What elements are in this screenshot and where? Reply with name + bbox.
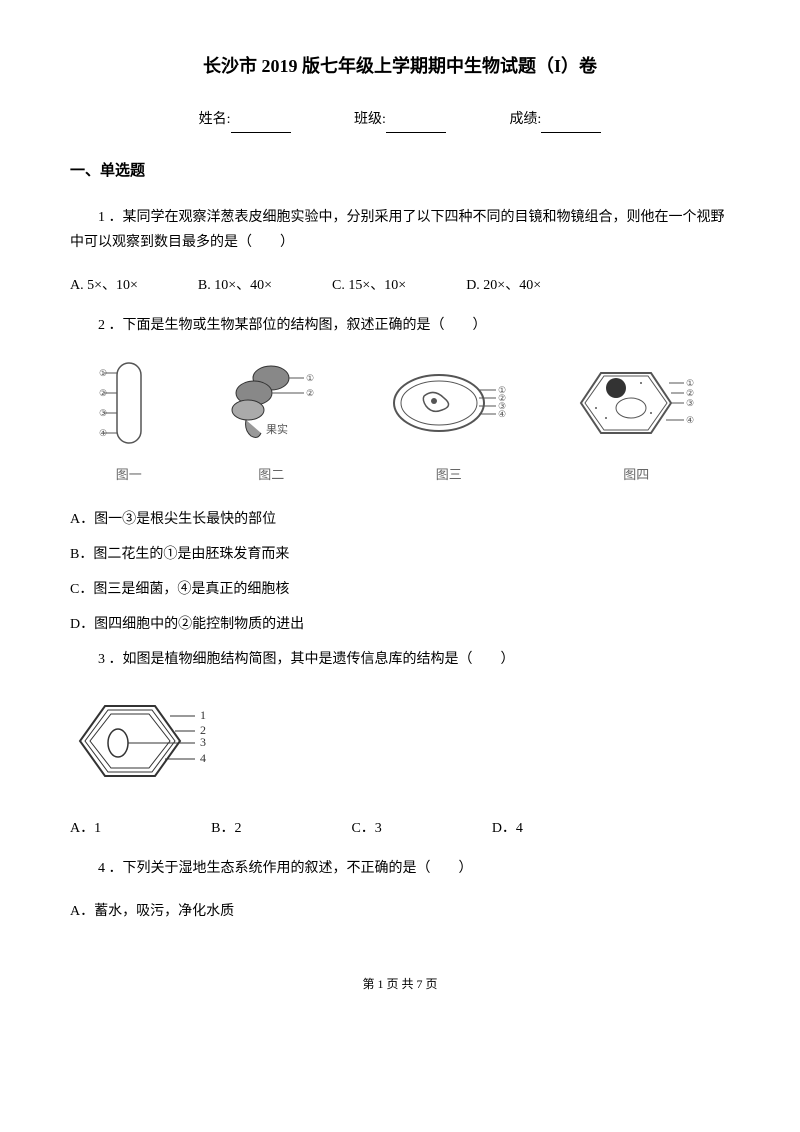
q1-text: 1 ．某同学在观察洋葱表皮细胞实验中，分别采用了以下四种不同的目镜和物镜组合，则… <box>70 205 730 255</box>
class-blank <box>386 119 446 133</box>
page-footer: 第 1 页 共 7 页 <box>70 974 730 996</box>
svg-text:3: 3 <box>200 735 206 749</box>
q3-options: A．1 B．2 C．3 D．4 <box>70 816 730 841</box>
q1-options: A. 5×、10× B. 10×、40× C. 15×、10× D. 20×、4… <box>70 273 730 298</box>
svg-text:④: ④ <box>686 415 694 425</box>
svg-text:①: ① <box>99 368 107 378</box>
q3-option-b: B．2 <box>211 816 241 841</box>
fig1-label: 图一 <box>99 463 159 486</box>
q2-text: 2 ．下面是生物或生物某部位的结构图，叙述正确的是（ ） <box>70 313 730 338</box>
svg-text:③: ③ <box>686 398 694 408</box>
svg-text:4: 4 <box>200 751 206 765</box>
q3-option-c: C．3 <box>351 816 381 841</box>
svg-text:④: ④ <box>498 409 506 419</box>
q3-figure: 1 2 3 4 <box>70 691 730 801</box>
figure-2: ① ② 果实 图二 <box>216 358 326 486</box>
q3-text: 3 ．如图是植物细胞结构简图，其中是遗传信息库的结构是（ ） <box>70 647 730 672</box>
q1-option-b: B. 10×、40× <box>198 273 272 298</box>
question-1: 1 ．某同学在观察洋葱表皮细胞实验中，分别采用了以下四种不同的目镜和物镜组合，则… <box>70 205 730 255</box>
figure-1: ① ② ③ ④ 图一 <box>99 358 159 486</box>
q1-option-d: D. 20×、40× <box>466 273 541 298</box>
class-label: 班级: <box>354 112 386 127</box>
q2-option-d: D．图四细胞中的②能控制物质的进出 <box>70 612 730 637</box>
svg-text:②: ② <box>99 388 107 398</box>
svg-text:②: ② <box>686 388 694 398</box>
svg-text:④: ④ <box>99 428 107 438</box>
svg-text:①: ① <box>686 378 694 388</box>
score-label: 成绩: <box>509 112 541 127</box>
q3-option-d: D．4 <box>492 816 523 841</box>
question-2: 2 ．下面是生物或生物某部位的结构图，叙述正确的是（ ） <box>70 313 730 338</box>
student-info: 姓名: 班级: 成绩: <box>70 107 730 132</box>
svg-text:③: ③ <box>99 408 107 418</box>
q2-option-c: C．图三是细菌，④是真正的细胞核 <box>70 577 730 602</box>
q1-option-a: A. 5×、10× <box>70 273 138 298</box>
name-blank <box>231 119 291 133</box>
q2-option-a: A．图一③是根尖生长最快的部位 <box>70 507 730 532</box>
question-4: 4 ．下列关于湿地生态系统作用的叙述，不正确的是（ ） <box>70 856 730 881</box>
q2-figures: ① ② ③ ④ 图一 ① ② 果实 图二 <box>70 358 730 486</box>
q3-option-a: A．1 <box>70 816 101 841</box>
name-label: 姓名: <box>199 112 231 127</box>
fig3-label: 图三 <box>384 463 514 486</box>
q1-option-c: C. 15×、10× <box>332 273 406 298</box>
fig4-label: 图四 <box>571 463 701 486</box>
q2-option-b: B．图二花生的①是由胚珠发育而来 <box>70 542 730 567</box>
question-3: 3 ．如图是植物细胞结构简图，其中是遗传信息库的结构是（ ） <box>70 647 730 672</box>
q4-text: 4 ．下列关于湿地生态系统作用的叙述，不正确的是（ ） <box>70 856 730 881</box>
section-header: 一、单选题 <box>70 158 730 185</box>
svg-text:1: 1 <box>200 708 206 722</box>
fig2-label: 图二 <box>216 463 326 486</box>
q4-option-a: A．蓄水，吸污，净化水质 <box>70 899 730 924</box>
svg-text:①: ① <box>306 373 314 383</box>
fig2-sublabel: 果实 <box>266 422 288 436</box>
score-blank <box>541 119 601 133</box>
figure-4: ① ② ③ ④ 图四 <box>571 358 701 486</box>
page-title: 长沙市 2019 版七年级上学期期中生物试题（I）卷 <box>70 50 730 82</box>
svg-text:②: ② <box>306 388 314 398</box>
figure-3: ① ② ③ ④ 图三 <box>384 358 514 486</box>
